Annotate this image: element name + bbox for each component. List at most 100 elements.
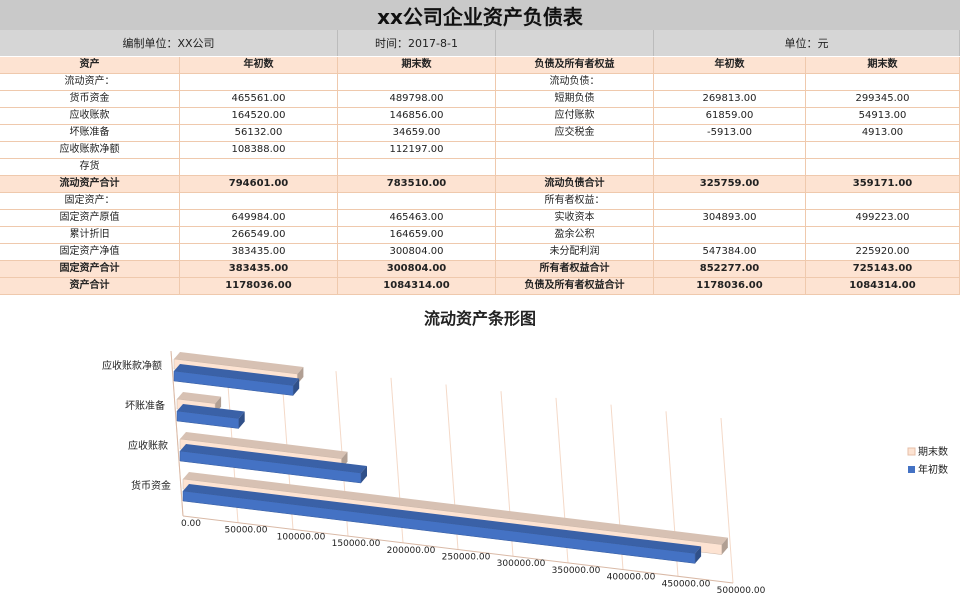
cell-liability-name[interactable]: 所有者权益合计: [496, 261, 654, 277]
cell-liability-name[interactable]: 所有者权益：: [496, 193, 654, 209]
cell-asset-name[interactable]: 流动资产：: [0, 74, 180, 90]
cell-asset-name[interactable]: 应收账款: [0, 108, 180, 124]
currency-label[interactable]: 单位：元: [654, 30, 960, 56]
cell-asset-name[interactable]: 存货: [0, 159, 180, 175]
cell-asset-end[interactable]: 300804.00: [338, 261, 496, 277]
cell-asset-end[interactable]: 34659.00: [338, 125, 496, 141]
cell-asset-name[interactable]: 坏账准备: [0, 125, 180, 141]
cell-asset-end[interactable]: [338, 74, 496, 90]
cell-liability-begin[interactable]: 1178036.00: [654, 278, 806, 294]
chart-title: 流动资产条形图: [424, 309, 536, 328]
cell-asset-end[interactable]: 465463.00: [338, 210, 496, 226]
bar-side: [361, 466, 367, 483]
cell-asset-begin[interactable]: 794601.00: [180, 176, 338, 192]
cell-liability-end[interactable]: [806, 193, 960, 209]
cell-asset-name[interactable]: 应收账款净额: [0, 142, 180, 158]
cell-liability-name[interactable]: 未分配利润: [496, 244, 654, 260]
cell-asset-name[interactable]: 固定资产净值: [0, 244, 180, 260]
header-asset-end[interactable]: 期末数: [338, 57, 496, 73]
cell-liability-name[interactable]: 负债及所有者权益合计: [496, 278, 654, 294]
bar: [179, 450, 362, 484]
empty-info-cell[interactable]: [496, 30, 654, 56]
cell-liability-name[interactable]: [496, 142, 654, 158]
cell-liability-begin[interactable]: [654, 74, 806, 90]
cell-liability-name[interactable]: 短期负债: [496, 91, 654, 107]
header-liability-end[interactable]: 期末数: [806, 57, 960, 73]
cell-asset-begin[interactable]: 56132.00: [180, 125, 338, 141]
cell-asset-end[interactable]: 300804.00: [338, 244, 496, 260]
cell-liability-begin[interactable]: 61859.00: [654, 108, 806, 124]
cell-asset-begin[interactable]: [180, 159, 338, 175]
cell-asset-end[interactable]: 112197.00: [338, 142, 496, 158]
cell-asset-end[interactable]: 489798.00: [338, 91, 496, 107]
cell-liability-name[interactable]: [496, 159, 654, 175]
cell-asset-end[interactable]: [338, 159, 496, 175]
cell-liability-begin[interactable]: [654, 227, 806, 243]
cell-asset-name[interactable]: 流动资产合计: [0, 176, 180, 192]
cell-liability-name[interactable]: 流动负债：: [496, 74, 654, 90]
legend-label: 期末数: [918, 445, 948, 458]
cell-liability-end[interactable]: [806, 227, 960, 243]
cell-liability-end[interactable]: 359171.00: [806, 176, 960, 192]
header-liability-begin[interactable]: 年初数: [654, 57, 806, 73]
cell-liability-end[interactable]: 499223.00: [806, 210, 960, 226]
cell-liability-end[interactable]: 299345.00: [806, 91, 960, 107]
cell-asset-begin[interactable]: 266549.00: [180, 227, 338, 243]
table-row: 应收账款净额 108388.00 112197.00: [0, 142, 960, 159]
cell-liability-end[interactable]: 225920.00: [806, 244, 960, 260]
cell-liability-name[interactable]: 盈余公积: [496, 227, 654, 243]
cell-liability-end[interactable]: 725143.00: [806, 261, 960, 277]
cell-asset-name[interactable]: 固定资产原值: [0, 210, 180, 226]
cell-liability-end[interactable]: [806, 159, 960, 175]
cell-liability-begin[interactable]: 547384.00: [654, 244, 806, 260]
cell-asset-end[interactable]: [338, 193, 496, 209]
bar: [182, 490, 696, 564]
date-label[interactable]: 时间：2017-8-1: [338, 30, 496, 56]
cell-asset-begin[interactable]: 649984.00: [180, 210, 338, 226]
category-label: 应收账款: [128, 439, 168, 452]
cell-asset-begin[interactable]: 465561.00: [180, 91, 338, 107]
bar-top: [183, 472, 728, 545]
cell-asset-end[interactable]: 783510.00: [338, 176, 496, 192]
cell-asset-name[interactable]: 固定资产：: [0, 193, 180, 209]
cell-asset-name[interactable]: 固定资产合计: [0, 261, 180, 277]
cell-liability-begin[interactable]: [654, 159, 806, 175]
cell-asset-begin[interactable]: 383435.00: [180, 244, 338, 260]
cell-liability-begin[interactable]: 304893.00: [654, 210, 806, 226]
cell-liability-begin[interactable]: 325759.00: [654, 176, 806, 192]
cell-liability-end[interactable]: 54913.00: [806, 108, 960, 124]
cell-asset-end[interactable]: 164659.00: [338, 227, 496, 243]
cell-asset-name[interactable]: 累计折旧: [0, 227, 180, 243]
cell-asset-begin[interactable]: [180, 74, 338, 90]
cell-asset-begin[interactable]: [180, 193, 338, 209]
cell-liability-name[interactable]: 应交税金: [496, 125, 654, 141]
cell-liability-end[interactable]: [806, 74, 960, 90]
x-tick-label: 300000.00: [497, 559, 546, 569]
cell-liability-begin[interactable]: 269813.00: [654, 91, 806, 107]
cell-asset-name[interactable]: 资产合计: [0, 278, 180, 294]
cell-asset-begin[interactable]: 1178036.00: [180, 278, 338, 294]
header-liability-name[interactable]: 负债及所有者权益: [496, 57, 654, 73]
cell-liability-end[interactable]: 4913.00: [806, 125, 960, 141]
unit-label[interactable]: 编制单位：XX公司: [0, 30, 338, 56]
cell-asset-begin[interactable]: 164520.00: [180, 108, 338, 124]
cell-asset-begin[interactable]: 108388.00: [180, 142, 338, 158]
cell-asset-begin[interactable]: 383435.00: [180, 261, 338, 277]
cell-asset-end[interactable]: 1084314.00: [338, 278, 496, 294]
header-asset-begin[interactable]: 年初数: [180, 57, 338, 73]
cell-liability-begin[interactable]: -5913.00: [654, 125, 806, 141]
cell-liability-begin[interactable]: [654, 142, 806, 158]
cell-liability-begin[interactable]: [654, 193, 806, 209]
table-row: 资产合计 1178036.00 1084314.00 负债及所有者权益合计 117803…: [0, 278, 960, 295]
x-tick-label: 150000.00: [332, 539, 381, 549]
cell-liability-name[interactable]: 应付账款: [496, 108, 654, 124]
cell-liability-name[interactable]: 流动负债合计: [496, 176, 654, 192]
cell-liability-begin[interactable]: 852277.00: [654, 261, 806, 277]
category-label: 货币资金: [131, 479, 171, 492]
cell-asset-end[interactable]: 146856.00: [338, 108, 496, 124]
cell-liability-end[interactable]: [806, 142, 960, 158]
cell-asset-name[interactable]: 货币资金: [0, 91, 180, 107]
header-asset-name[interactable]: 资产: [0, 57, 180, 73]
cell-liability-name[interactable]: 实收资本: [496, 210, 654, 226]
cell-liability-end[interactable]: 1084314.00: [806, 278, 960, 294]
